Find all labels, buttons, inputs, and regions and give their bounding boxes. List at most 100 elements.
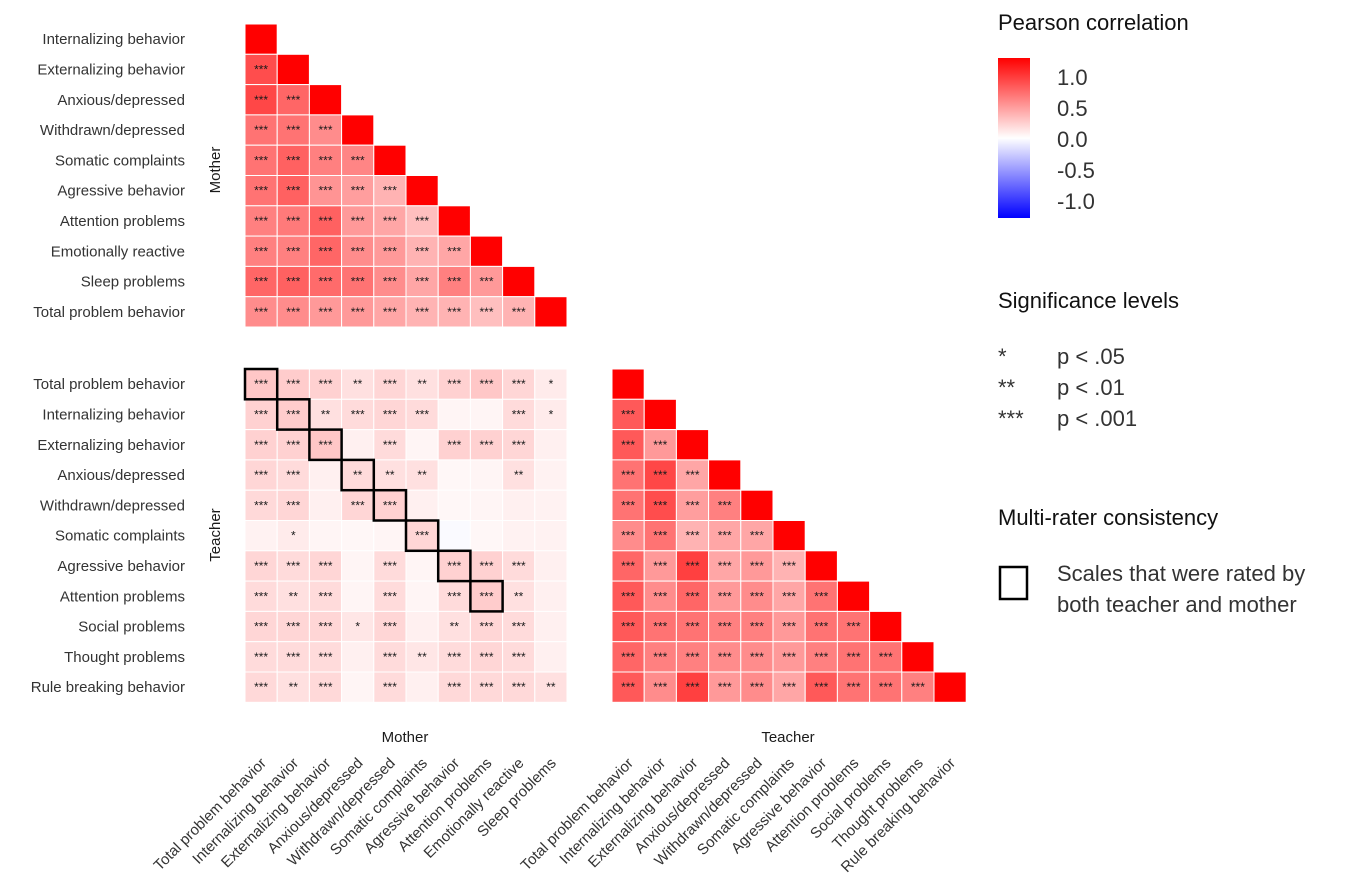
heatmap-cell-teacher-mother-r4-c7 (469, 489, 504, 522)
heatmap-cell-teacher-r9-c7 (836, 641, 871, 673)
significance-label-mother-r6-c3: *** (351, 214, 365, 228)
significance-label-mother-r9-c3: *** (351, 305, 365, 319)
significance-label-mother-r6-c2: *** (318, 214, 332, 228)
significance-label-mother-r7-c2: *** (318, 244, 332, 258)
heatmap-cell-teacher-mother-r0-c9 (534, 368, 568, 400)
legend-consistency-title: Multi-rater consistency (998, 505, 1218, 530)
heatmap-cell-teacher-mother-r9-c6 (437, 641, 471, 673)
significance-label-teacher-mother-r6-c0: *** (254, 559, 268, 573)
heatmap-cell-teacher-r2-c1 (643, 429, 677, 461)
heatmap-cell-mother-r8-c8 (502, 265, 536, 298)
significance-label-mother-r7-c0: *** (254, 244, 268, 258)
row-label-mother-emotionally-reactive: Emotionally reactive (51, 243, 185, 260)
heatmap-cell-teacher-mother-r9-c3 (341, 641, 375, 673)
heatmap-cell-teacher-r8-c8 (869, 610, 903, 643)
significance-label-teacher-mother-r7-c4: *** (383, 589, 397, 603)
significance-label-mother-r8-c4: *** (383, 275, 397, 289)
significance-label-teacher-r9-c8: *** (879, 650, 893, 664)
row-label-teacher-mother-total-problem-behavior: Total problem behavior (33, 376, 185, 393)
significance-label-teacher-mother-r1-c0: *** (254, 407, 268, 421)
heatmap-cell-mother-r5-c3 (341, 175, 375, 207)
facet-label-mother-row: Mother (207, 147, 224, 194)
heatmap-cell-teacher-mother-r8-c6 (437, 610, 471, 643)
heatmap-cell-teacher-mother-r1-c3 (341, 398, 375, 431)
significance-label-teacher-r2-c1: *** (653, 438, 667, 452)
significance-label-teacher-r10-c1: *** (653, 680, 667, 694)
heatmap-cell-teacher-r6-c3 (708, 550, 742, 582)
significance-label-teacher-r7-c6: *** (814, 589, 828, 603)
row-label-mother-externalizing-behavior: Externalizing behavior (37, 61, 185, 78)
heatmap-cell-teacher-r0-c0 (611, 368, 645, 400)
heatmap-cell-teacher-r6-c1 (643, 550, 677, 582)
significance-label-teacher-mother-r0-c9: * (549, 377, 554, 391)
heatmap-cell-teacher-mother-r0-c8 (502, 368, 536, 400)
heatmap-cell-mother-r4-c4 (373, 144, 407, 176)
significance-label-teacher-mother-r9-c7: *** (479, 650, 493, 664)
significance-label-mother-r4-c2: *** (318, 153, 332, 167)
significance-label-teacher-r5-c2: *** (685, 529, 699, 543)
significance-label-teacher-mother-r1-c3: *** (351, 407, 365, 421)
heatmap-cell-teacher-mother-r3-c1 (276, 459, 310, 491)
significance-label-mother-r4-c0: *** (254, 153, 268, 167)
heatmap-cell-teacher-r6-c5 (772, 550, 806, 582)
significance-label-teacher-mother-r2-c1: *** (286, 438, 300, 452)
significance-label-teacher-mother-r0-c7: *** (479, 377, 493, 391)
significance-label-mother-r8-c6: *** (447, 275, 461, 289)
heatmap-cell-teacher-r9-c6 (804, 641, 838, 673)
significance-label-teacher-r8-c2: *** (685, 620, 699, 634)
heatmap-cell-mother-r9-c9 (534, 296, 568, 328)
heatmap-cell-mother-r7-c5 (405, 235, 439, 267)
significance-label-teacher-r10-c9: *** (911, 680, 925, 694)
heatmap-cell-teacher-r10-c1 (643, 671, 677, 703)
legend-tick-1: 1.0 (1057, 65, 1088, 90)
row-label-mother-internalizing-behavior: Internalizing behavior (42, 31, 185, 48)
heatmap-cell-teacher-mother-r6-c2 (308, 550, 343, 582)
heatmap-cell-mother-r9-c1 (276, 296, 310, 328)
heatmap-cell-teacher-r4-c2 (675, 489, 710, 522)
row-label-teacher-mother-agressive-behavior: Agressive behavior (57, 558, 185, 575)
heatmap-cell-teacher-mother-r8-c9 (534, 610, 568, 643)
heatmap-cell-mother-r9-c5 (405, 296, 439, 328)
significance-label-mother-r5-c4: *** (383, 184, 397, 198)
significance-label-teacher-r5-c0: *** (621, 529, 635, 543)
significance-label-teacher-r8-c5: *** (782, 620, 796, 634)
heatmap-cell-teacher-mother-r5-c2 (308, 520, 343, 552)
heatmap-cell-mother-r9-c3 (341, 296, 375, 328)
significance-label-teacher-mother-r0-c6: *** (447, 377, 461, 391)
row-label-mother-agressive-behavior: Agressive behavior (57, 183, 185, 200)
row-label-teacher-mother-rule-breaking-behavior: Rule breaking behavior (31, 679, 185, 696)
heatmap-cell-teacher-r6-c6 (804, 550, 838, 582)
legend-consistency-line-2: both teacher and mother (1057, 592, 1297, 617)
significance-label-mother-r8-c0: *** (254, 275, 268, 289)
significance-label-mother-r3-c1: *** (286, 123, 300, 137)
significance-label-teacher-mother-r8-c7: *** (479, 620, 493, 634)
heatmap-cell-mother-r3-c3 (341, 114, 375, 146)
heatmap-cell-teacher-mother-r8-c5 (405, 610, 439, 643)
significance-label-teacher-r9-c6: *** (814, 650, 828, 664)
row-label-mother-total-problem-behavior: Total problem behavior (33, 304, 185, 321)
heatmap-cell-teacher-r10-c4 (740, 671, 774, 703)
significance-label-teacher-mother-r8-c4: *** (383, 620, 397, 634)
heatmap-cell-teacher-mother-r6-c9 (534, 550, 568, 582)
facet-label-teacher-row: Teacher (207, 508, 224, 561)
heatmap-cell-teacher-mother-r2-c5 (405, 429, 439, 461)
significance-label-teacher-r9-c1: *** (653, 650, 667, 664)
heatmap-cell-teacher-r6-c2 (675, 550, 710, 582)
heatmap-cell-teacher-mother-r2-c2 (308, 429, 343, 461)
heatmap-cell-mother-r3-c2 (308, 114, 343, 146)
heatmap-cell-teacher-mother-r3-c7 (469, 459, 504, 491)
heatmap-cell-teacher-r10-c6 (804, 671, 838, 703)
legend-consistency-box (998, 565, 1029, 601)
significance-label-mother-r7-c3: *** (351, 244, 365, 258)
significance-label-teacher-mother-r9-c2: *** (318, 650, 332, 664)
heatmap-cell-teacher-r1-c1 (643, 398, 677, 431)
significance-label-teacher-mother-r5-c5: *** (415, 529, 429, 543)
heatmap-cell-mother-r8-c2 (308, 265, 343, 298)
legend-tick-5: -1.0 (1057, 189, 1095, 214)
legend-colorscale-title: Pearson correlation (998, 10, 1189, 35)
significance-label-teacher-r4-c3: *** (718, 498, 732, 512)
significance-label-teacher-mother-r10-c2: *** (318, 680, 332, 694)
consistency-outline-r4-c4 (372, 488, 408, 522)
heatmap-cell-teacher-mother-r8-c7 (469, 610, 504, 643)
significance-label-teacher-mother-r0-c1: *** (286, 377, 300, 391)
